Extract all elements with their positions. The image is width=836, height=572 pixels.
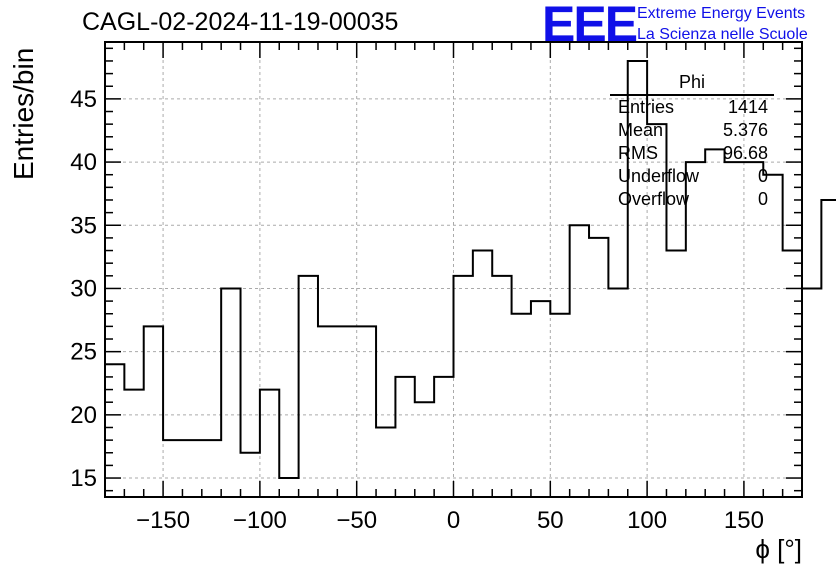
- stats-value: 0: [757, 189, 768, 209]
- logo-line-2: La Scienza nelle Scuole: [637, 26, 808, 43]
- stats-row-mean: Mean 5.376: [612, 119, 776, 142]
- axis-ticks: [104, 42, 803, 497]
- y-tick-label: 35: [70, 212, 97, 239]
- stats-box: Phi Entries 1414 Mean 5.376 RMS 96.68 Under…: [610, 72, 776, 211]
- y-tick-label: 45: [70, 86, 97, 113]
- stats-value: 1414: [727, 97, 768, 117]
- x-tick-label: 100: [627, 507, 667, 534]
- axis-tick-labels: −150 −100 −50 0 50 100 150 15 20 25 30 35 40 45: [70, 86, 764, 534]
- eee-logo-mark: EEE: [542, 0, 638, 52]
- stats-row-overflow: Overflow 0: [612, 188, 776, 211]
- stats-label: Mean: [618, 120, 664, 140]
- stats-value: 96.68: [722, 143, 768, 163]
- stats-label: RMS: [618, 143, 658, 163]
- stats-label: Overflow: [618, 189, 690, 209]
- y-tick-label: 25: [70, 339, 97, 366]
- stats-label: Entries: [618, 97, 675, 117]
- stats-value: 0: [757, 166, 768, 186]
- x-tick-label: 50: [537, 507, 564, 534]
- stats-row-underflow: Underflow 0: [612, 165, 776, 188]
- x-tick-label: −100: [233, 507, 287, 534]
- y-axis-label: Entries/bin: [8, 47, 39, 180]
- stats-label: Underflow: [618, 166, 700, 186]
- y-tick-label: 30: [70, 275, 97, 302]
- stats-value: 5.376: [722, 120, 768, 140]
- y-tick-label: 20: [70, 402, 97, 429]
- x-tick-label: 150: [724, 507, 764, 534]
- y-tick-label: 40: [70, 149, 97, 176]
- x-axis-label: ϕ [°]: [755, 534, 802, 564]
- stats-name: Phi: [610, 72, 774, 96]
- stats-row-entries: Entries 1414: [612, 96, 776, 119]
- x-tick-label: −50: [336, 507, 377, 534]
- x-tick-label: −150: [136, 507, 190, 534]
- logo-line-1: Extreme Energy Events: [637, 5, 806, 22]
- y-tick-label: 15: [70, 465, 97, 492]
- chart-title: CAGL-02-2024-11-19-00035: [82, 8, 399, 36]
- stats-row-rms: RMS 96.68: [612, 142, 776, 165]
- histogram-line: [105, 59, 836, 480]
- x-tick-label: 0: [447, 507, 460, 534]
